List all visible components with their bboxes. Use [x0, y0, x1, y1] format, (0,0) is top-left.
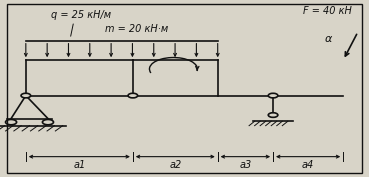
Text: a3: a3: [239, 160, 252, 170]
Circle shape: [268, 93, 278, 98]
Circle shape: [128, 93, 138, 98]
Text: α: α: [325, 35, 332, 44]
Circle shape: [42, 119, 54, 125]
Circle shape: [21, 93, 31, 98]
Text: F = 40 кН: F = 40 кН: [303, 6, 351, 16]
Circle shape: [6, 119, 17, 125]
Text: a1: a1: [73, 160, 86, 170]
Text: a2: a2: [169, 160, 182, 170]
Circle shape: [268, 113, 278, 117]
Text: q = 25 кН/м: q = 25 кН/м: [51, 10, 111, 20]
Text: a4: a4: [302, 160, 314, 170]
Text: m = 20 кН·м: m = 20 кН·м: [105, 24, 168, 34]
